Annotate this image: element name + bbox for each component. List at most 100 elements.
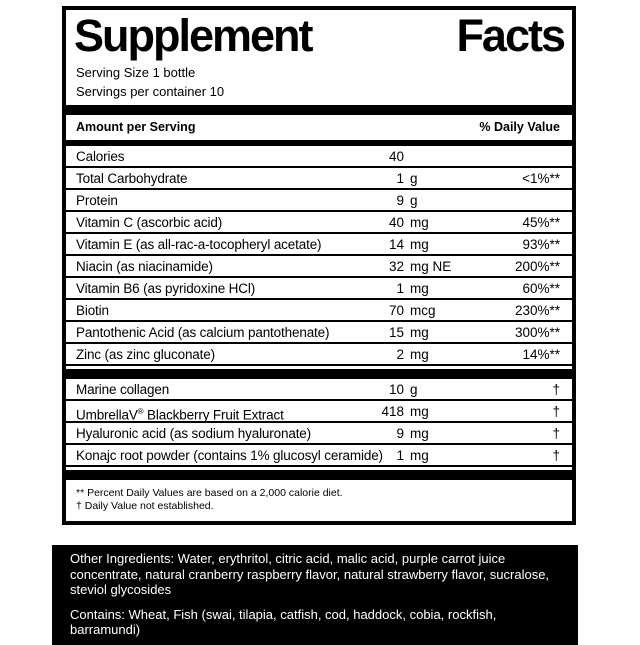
nutrient-name-text: Biotin bbox=[76, 302, 109, 318]
nutrient-name-rest: Blackberry Fruit Extract bbox=[143, 407, 284, 423]
table-row-pantothenic-acid: Pantothenic Acid (as calcium pantothenat… bbox=[66, 322, 572, 344]
nutrient-amount: 10 bbox=[388, 381, 404, 397]
nutrient-amount: 14 bbox=[388, 236, 404, 252]
table-row-marine-collagen: Marine collagen 10 g † bbox=[66, 379, 572, 401]
nutrient-name: Total Carbohydrate bbox=[76, 168, 188, 190]
nutrient-amount: 9 bbox=[396, 425, 404, 441]
nutrient-name-text: Vitamin E (as all-rac-a-tocopheryl aceta… bbox=[76, 236, 322, 252]
table-row-vitamin-b6: Vitamin B6 (as pyridoxine HCl) 1 mg 60%*… bbox=[66, 278, 572, 300]
nutrient-name: Calories bbox=[76, 146, 124, 168]
nutrient-daily-value: 300%** bbox=[514, 324, 560, 340]
nutrient-unit: g bbox=[410, 192, 418, 208]
nutrient-name: Biotin bbox=[76, 300, 109, 322]
table-row-biotin: Biotin 70 mcg 230%** bbox=[66, 300, 572, 322]
nutrient-unit: mg bbox=[410, 403, 429, 419]
registered-trademark-icon: ® bbox=[137, 406, 144, 416]
nutrient-name-text: Vitamin B6 (as pyridoxine HCl) bbox=[76, 280, 256, 296]
nutrient-amount: 418 bbox=[381, 403, 404, 419]
nutrient-daily-value: † bbox=[552, 403, 560, 419]
table-row-vitamin-e: Vitamin E (as all-rac-a-tocopheryl aceta… bbox=[66, 234, 572, 256]
panel-title: Supplement Facts bbox=[74, 10, 566, 61]
divider-thick-middle bbox=[66, 368, 572, 379]
footnotes: ** Percent Daily Values are based on a 2… bbox=[66, 480, 572, 516]
column-header-row: Amount per Serving % Daily Value bbox=[66, 115, 572, 137]
nutrient-unit: mg bbox=[410, 447, 429, 463]
nutrient-amount: 32 bbox=[388, 258, 404, 274]
nutrient-name: Vitamin C (ascorbic acid) bbox=[76, 212, 222, 234]
nutrient-name: Protein bbox=[76, 190, 118, 212]
nutrient-name-text: Total Carbohydrate bbox=[76, 170, 188, 186]
nutrient-amount: 1 bbox=[396, 170, 404, 186]
table-row-blackberry-extract: UmbrellaV® Blackberry Fruit Extract 418 … bbox=[66, 401, 572, 423]
nutrient-daily-value: 14%** bbox=[522, 346, 560, 362]
table-row-niacin: Niacin (as niacinamide) 32 mg NE 200%** bbox=[66, 256, 572, 278]
nutrient-amount: 15 bbox=[388, 324, 404, 340]
nutrient-unit: mg bbox=[410, 214, 429, 230]
nutrient-daily-value: 230%** bbox=[514, 302, 560, 318]
table-row-hyaluronic-acid: Hyaluronic acid (as sodium hyaluronate) … bbox=[66, 423, 572, 445]
blend-rows-group: Marine collagen 10 g † UmbrellaV® Blackb… bbox=[66, 379, 572, 467]
nutrient-unit: mcg bbox=[410, 302, 436, 318]
nutrient-name: Konajc root powder (contains 1% glucosyl… bbox=[76, 445, 383, 467]
nutrient-name: Vitamin E (as all-rac-a-tocopheryl aceta… bbox=[76, 234, 322, 256]
divider-thick-top bbox=[66, 104, 572, 115]
nutrient-unit: mg NE bbox=[410, 258, 452, 274]
nutrient-name: Zinc (as zinc gluconate) bbox=[76, 344, 215, 366]
nutrient-name-text: Marine collagen bbox=[76, 381, 170, 397]
nutrient-daily-value: † bbox=[552, 381, 560, 397]
nutrient-amount: 9 bbox=[396, 192, 404, 208]
nutrient-name: Hyaluronic acid (as sodium hyaluronate) bbox=[76, 423, 311, 445]
nutrient-unit: mg bbox=[410, 425, 429, 441]
nutrient-daily-value: † bbox=[552, 425, 560, 441]
col-header-amount-per-serving: Amount per Serving bbox=[76, 119, 196, 134]
table-row-vitamin-c: Vitamin C (ascorbic acid) 40 mg 45%** bbox=[66, 212, 572, 234]
nutrient-amount: 40 bbox=[388, 148, 404, 164]
nutrient-name-text: Konajc root powder (contains 1% glucosyl… bbox=[76, 447, 383, 463]
servings-per-container-text: Servings per container 10 bbox=[76, 83, 225, 99]
nutrient-unit: mg bbox=[410, 324, 429, 340]
nutrient-unit: g bbox=[410, 170, 418, 186]
footnote-not-established: † Daily Value not established. bbox=[76, 499, 214, 512]
nutrient-daily-value: 60%** bbox=[522, 280, 560, 296]
nutrient-unit: mg bbox=[410, 236, 429, 252]
nutrient-daily-value: 93%** bbox=[522, 236, 560, 252]
table-row-zinc: Zinc (as zinc gluconate) 2 mg 14%** bbox=[66, 344, 572, 366]
nutrient-daily-value: 45%** bbox=[522, 214, 560, 230]
nutrient-daily-value: 200%** bbox=[514, 258, 560, 274]
contains-allergens-text: Contains: Wheat, Fish (swai, tilapia, ca… bbox=[70, 606, 497, 638]
nutrient-name: Marine collagen bbox=[76, 379, 169, 401]
nutrient-name-text: Hyaluronic acid (as sodium hyaluronate) bbox=[76, 425, 312, 441]
nutrient-amount: 1 bbox=[396, 280, 404, 296]
nutrient-rows-group: Calories 40 Total Carbohydrate 1 g <1%**… bbox=[66, 146, 572, 366]
nutrient-name-text: Niacin (as niacinamide) bbox=[76, 258, 213, 274]
supplement-facts-panel: Supplement Facts Serving Size 1 bottle S… bbox=[62, 6, 576, 525]
nutrient-amount: 1 bbox=[396, 447, 404, 463]
nutrient-name: Niacin (as niacinamide) bbox=[76, 256, 213, 278]
col-header-daily-value: % Daily Value bbox=[479, 119, 560, 134]
divider-thick-bottom bbox=[66, 469, 572, 480]
nutrient-amount: 40 bbox=[388, 214, 404, 230]
serving-size-text: Serving Size 1 bottle bbox=[76, 64, 196, 80]
nutrient-name-text: Vitamin C (ascorbic acid) bbox=[76, 214, 223, 230]
table-row-protein: Protein 9 g bbox=[66, 190, 572, 212]
nutrient-name-text: UmbrellaV bbox=[76, 407, 138, 423]
nutrient-daily-value: † bbox=[552, 447, 560, 463]
footnote-daily-values: ** Percent Daily Values are based on a 2… bbox=[76, 486, 343, 499]
nutrient-name-text: Calories bbox=[76, 148, 125, 164]
table-row-konajc-root-powder: Konajc root powder (contains 1% glucosyl… bbox=[66, 445, 572, 467]
nutrient-name: Pantothenic Acid (as calcium pantothenat… bbox=[76, 322, 330, 344]
other-ingredients-text: Other Ingredients: Water, erythritol, ci… bbox=[70, 551, 550, 597]
nutrient-daily-value: <1%** bbox=[522, 170, 560, 186]
nutrient-name: UmbrellaV® Blackberry Fruit Extract bbox=[76, 401, 284, 427]
nutrient-amount: 70 bbox=[388, 302, 404, 318]
nutrient-unit: mg bbox=[410, 280, 429, 296]
nutrient-unit: g bbox=[410, 381, 418, 397]
nutrient-unit: mg bbox=[410, 346, 429, 362]
nutrient-name-text: Protein bbox=[76, 192, 118, 208]
nutrient-name: Vitamin B6 (as pyridoxine HCl) bbox=[76, 278, 255, 300]
divider-medium bbox=[66, 139, 572, 146]
other-ingredients-panel: Other Ingredients: Water, erythritol, ci… bbox=[52, 545, 578, 645]
table-row-total-carbohydrate: Total Carbohydrate 1 g <1%** bbox=[66, 168, 572, 190]
nutrient-name-text: Zinc (as zinc gluconate) bbox=[76, 346, 215, 362]
